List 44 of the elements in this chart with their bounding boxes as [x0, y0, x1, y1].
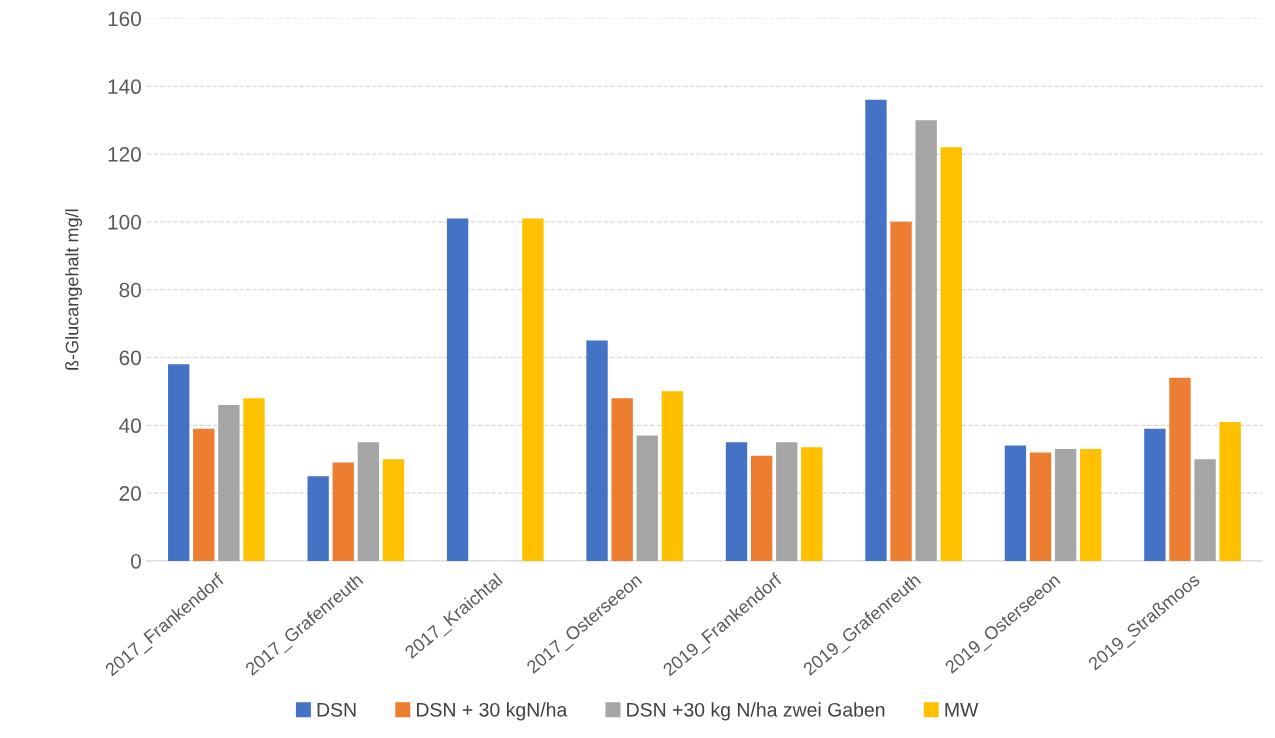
- bar: [1080, 449, 1102, 561]
- y-tick-label: 100: [108, 214, 141, 230]
- legend-label: DSN: [317, 702, 356, 717]
- bar: [940, 147, 962, 561]
- bar: [243, 398, 265, 561]
- bar: [890, 221, 912, 561]
- bar: [915, 120, 937, 561]
- bar: [1004, 445, 1027, 561]
- bar: [725, 442, 748, 561]
- bar: [636, 435, 658, 561]
- bar: [1194, 459, 1216, 561]
- bar: [193, 428, 215, 561]
- y-tick-label: 160: [108, 11, 141, 27]
- bar: [1219, 421, 1241, 561]
- bar: [446, 218, 469, 561]
- y-tick-label: 40: [119, 418, 141, 434]
- bar: [1169, 377, 1191, 561]
- y-tick-label: 140: [108, 79, 141, 95]
- bar: [382, 459, 405, 561]
- y-tick-label: 0: [130, 553, 141, 569]
- bar: [586, 340, 608, 561]
- bar: [801, 447, 823, 561]
- bar: [611, 398, 633, 561]
- y-axis-title: ß-Glucangehalt mg/l: [65, 209, 83, 370]
- y-tick-label: 120: [108, 147, 141, 162]
- bar: [168, 364, 190, 561]
- bar: [661, 391, 684, 561]
- legend-label: DSN +30 kg N/ha zwei Gaben: [627, 702, 885, 721]
- bar: [357, 442, 380, 561]
- bar: [332, 462, 354, 561]
- bar: [1029, 452, 1052, 561]
- bar: [522, 218, 544, 561]
- bar: [776, 442, 798, 561]
- bar: [1144, 428, 1166, 561]
- bar: [1054, 449, 1077, 561]
- y-tick-label: 20: [119, 486, 141, 501]
- legend-label: MW: [945, 703, 979, 717]
- bar: [307, 476, 329, 561]
- y-tick-label: 60: [119, 350, 141, 366]
- y-tick-label: 80: [119, 282, 141, 298]
- bar: [750, 455, 773, 561]
- legend-label: DSN + 30 kgN/ha: [417, 702, 568, 721]
- bar: [218, 404, 240, 561]
- bar: [865, 99, 887, 561]
